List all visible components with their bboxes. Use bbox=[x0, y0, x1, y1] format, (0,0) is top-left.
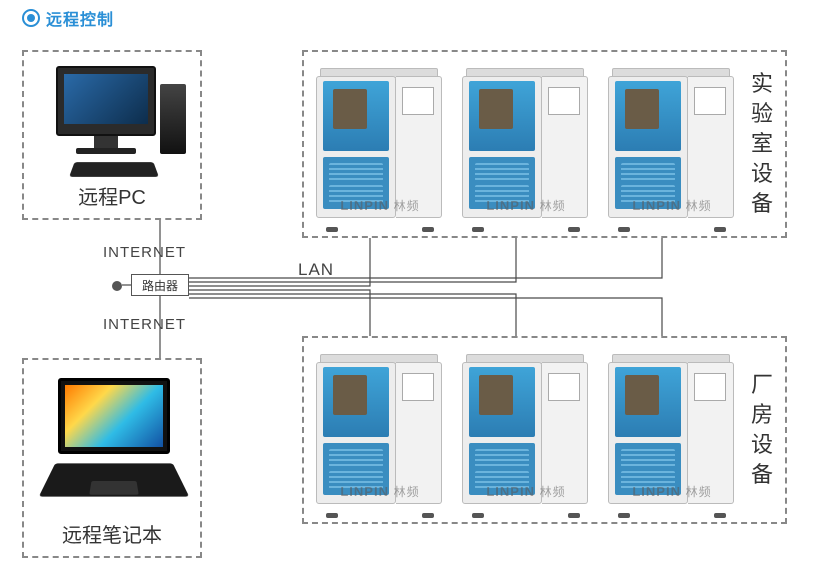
router-node-icon bbox=[112, 281, 122, 291]
router-label: 路由器 bbox=[131, 274, 189, 296]
connection-lines bbox=[0, 0, 820, 578]
